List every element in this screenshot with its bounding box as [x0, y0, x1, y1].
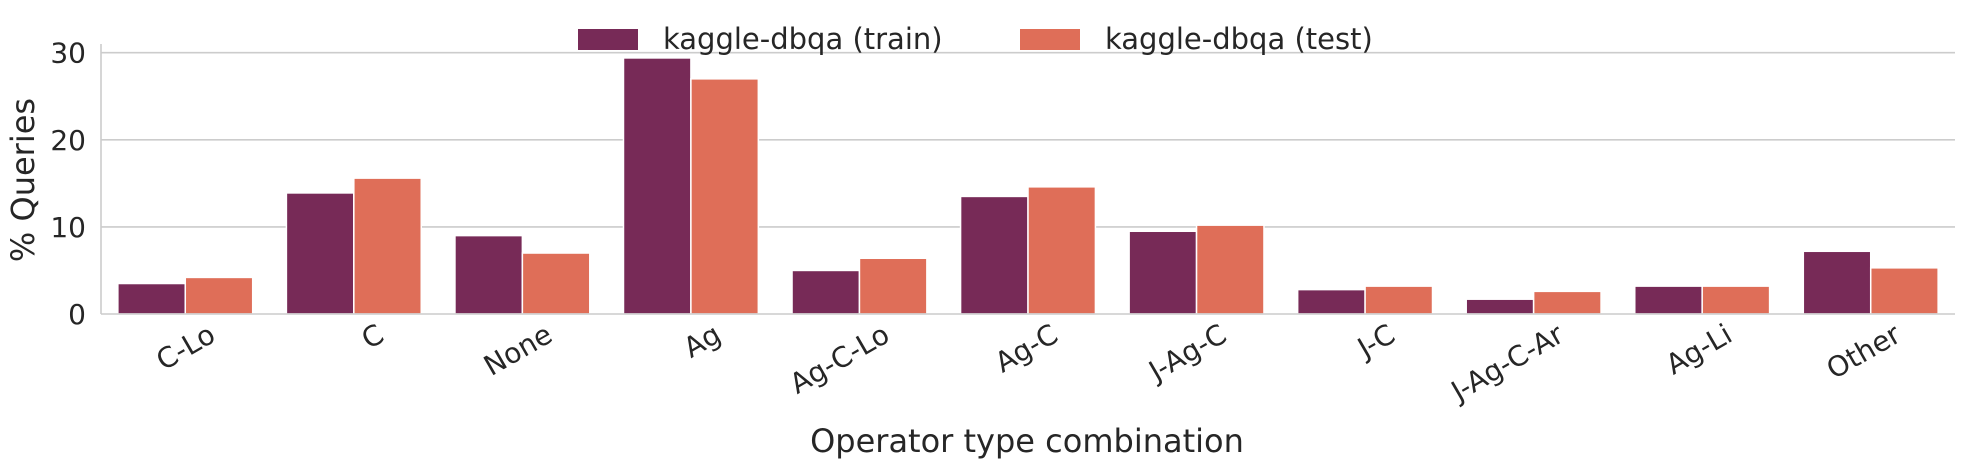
x-tick-label: J-Ag-C-Ar	[1444, 317, 1570, 409]
bars	[117, 57, 1939, 315]
x-tick-label: Ag-C-Lo	[784, 317, 895, 400]
x-tick-label: None	[478, 317, 558, 382]
bar-train-ag	[622, 57, 692, 315]
legend-label: kaggle-dbqa (train)	[663, 22, 943, 56]
axes	[100, 44, 1955, 315]
x-tick-label: Other	[1821, 317, 1907, 386]
x-tick-label: Ag-Li	[1660, 317, 1737, 381]
x-tick-label: J-Ag-C	[1142, 317, 1232, 388]
x-tick-label: C-Lo	[151, 317, 221, 377]
bar-train-j-ag-c	[1128, 230, 1198, 315]
bar-train-ag-c-lo	[791, 269, 861, 315]
bar-train-j-c	[1296, 288, 1366, 315]
x-tick-labels: C-Lo C None Ag Ag-C-Lo Ag-C J-Ag-C J-C J-Ag-C-Ar…	[151, 317, 1907, 409]
x-axis-label: Operator type combination	[810, 422, 1244, 460]
bar-test-ag-li	[1701, 285, 1771, 315]
x-tick-label: Ag-C	[989, 317, 1063, 379]
bar-test-none	[521, 252, 591, 315]
y-tick-labels: 0 10 20 30	[50, 37, 86, 331]
bar-test-j-c	[1364, 285, 1434, 315]
legend: kaggle-dbqa (train) kaggle-dbqa (test)	[578, 22, 1373, 56]
bar-train-c-lo	[117, 282, 187, 315]
bar-train-none	[454, 234, 524, 315]
y-tick-label: 10	[50, 211, 86, 244]
bar-train-ag-li	[1634, 285, 1703, 315]
x-tick-label: C	[356, 317, 389, 355]
y-tick-label: 30	[50, 37, 86, 70]
bar-test-c-lo	[184, 276, 254, 315]
bar-test-other	[1869, 267, 1939, 315]
legend-label: kaggle-dbqa (test)	[1105, 22, 1373, 56]
bar-train-j-ag-c-ar	[1465, 298, 1535, 315]
bar-train-c	[285, 192, 355, 315]
bar-test-j-ag-c-ar	[1532, 290, 1602, 315]
bar-test-j-ag-c	[1195, 224, 1265, 315]
legend-swatch	[1020, 29, 1080, 50]
bar-test-c	[353, 177, 422, 315]
y-tick-label: 0	[68, 298, 86, 331]
bar-train-other	[1802, 250, 1872, 315]
y-tick-label: 20	[50, 124, 86, 157]
bar-test-ag-c-lo	[858, 257, 928, 315]
y-axis-label: % Queries	[4, 98, 42, 262]
bar-test-ag	[690, 78, 760, 315]
x-tick-label: J-C	[1350, 317, 1400, 365]
legend-swatch	[578, 29, 638, 50]
x-tick-label: Ag	[678, 317, 726, 364]
bar-train-ag-c	[959, 195, 1029, 315]
bar-test-ag-c	[1027, 186, 1097, 315]
